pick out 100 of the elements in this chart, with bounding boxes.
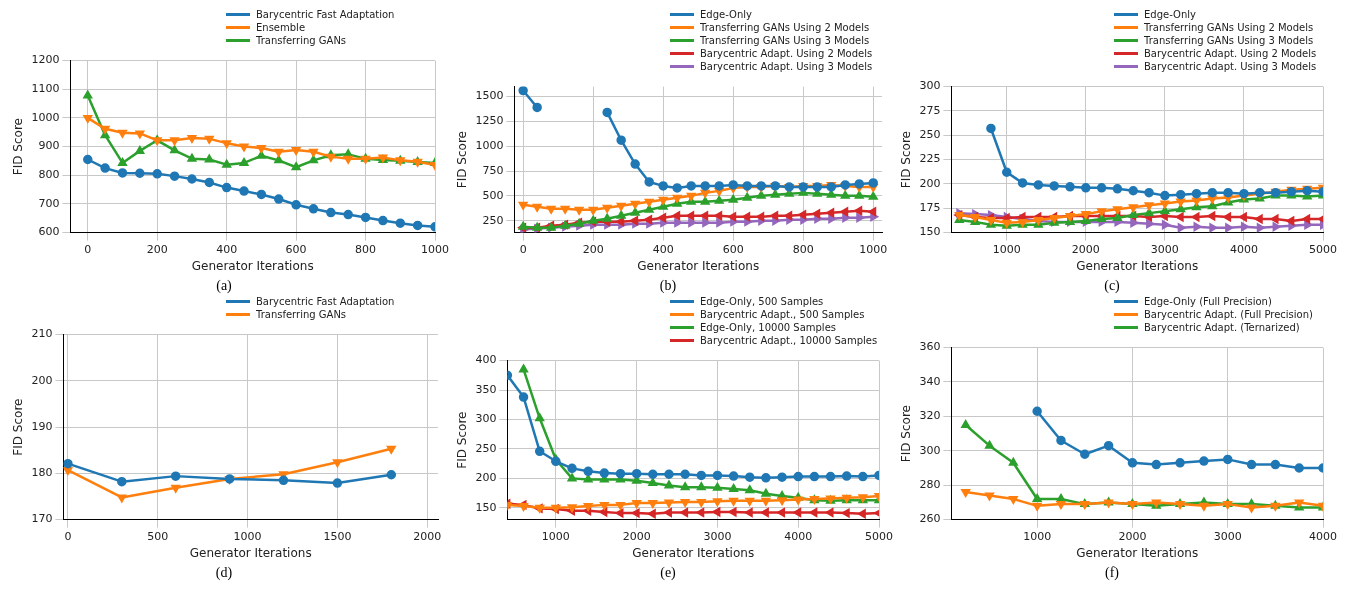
text: (d) — [215, 565, 233, 582]
x-axis-title: Generator Iterations — [1076, 546, 1199, 561]
legend-label: Barycentric Fast Adaptation — [256, 9, 395, 20]
y-tick-label: 150 — [919, 225, 941, 239]
legend-label: Edge-Only — [700, 9, 752, 20]
y-tick-label: 180 — [31, 466, 53, 480]
x-tick-label: 2000 — [1071, 243, 1100, 257]
x-tick-label: 600 — [285, 243, 307, 257]
y-tick-label: 340 — [919, 374, 941, 388]
y-tick-label: 150 — [475, 500, 497, 514]
legend-label: Transferring GANs — [256, 309, 347, 320]
y-tick-label: 175 — [919, 201, 941, 215]
legend-label: Barycentric Adapt. (Ternarized) — [1144, 322, 1300, 333]
y-axis-title: FID Score — [899, 131, 914, 189]
y-tick-label: 1250 — [475, 114, 504, 128]
x-tick-label: 400 — [216, 243, 238, 257]
y-tick-label: 1100 — [31, 82, 60, 96]
y-tick-label: 300 — [919, 79, 941, 93]
y-axis-title: FID Score — [455, 411, 470, 469]
x-axis-title: Generator Iterations — [632, 546, 755, 561]
y-tick-label: 250 — [919, 128, 941, 142]
legend-label: Transferring GANs Using 2 Models — [1144, 22, 1314, 33]
x-axis-title: Generator Iterations — [637, 259, 760, 274]
legend-label: Transferring GANs — [256, 35, 347, 46]
x-tick-label: 1000 — [1023, 530, 1052, 544]
legend-label: Barycentric Adapt. Using 2 Models — [700, 48, 873, 59]
y-tick-label: 280 — [919, 478, 941, 492]
x-tick-label: 4000 — [1309, 530, 1337, 544]
x-tick-label: 1500 — [323, 530, 352, 544]
x-tick-label: 800 — [792, 243, 814, 257]
y-tick-label: 750 — [482, 163, 504, 177]
legend-label: Transferring GANs Using 2 Models — [700, 22, 870, 33]
x-tick-label: 500 — [147, 530, 169, 544]
y-tick-label: 200 — [475, 471, 497, 485]
legend-label: Edge-Only, 10000 Samples — [700, 322, 837, 333]
y-axis-title: FID Score — [11, 398, 26, 456]
y-tick-label: 400 — [475, 353, 497, 367]
x-tick-label: 1000 — [992, 243, 1021, 257]
y-tick-label: 350 — [475, 382, 497, 396]
text: (a) — [216, 278, 233, 295]
y-tick-label: 225 — [919, 152, 941, 166]
legend-label: Barycentric Adapt., 10000 Samples — [700, 335, 878, 346]
x-tick-label: 3000 — [1213, 530, 1242, 544]
y-axis-title: FID Score — [11, 118, 26, 176]
y-tick-label: 300 — [919, 443, 941, 457]
y-tick-label: 700 — [38, 196, 60, 210]
legend-label: Transferring GANs Using 3 Models — [700, 35, 870, 46]
x-axis-title: Generator Iterations — [189, 546, 312, 561]
y-tick-label: 275 — [919, 103, 941, 117]
x-tick-label: 0 — [84, 243, 92, 257]
x-tick-label: 2000 — [622, 530, 651, 544]
y-tick-label: 1000 — [475, 139, 504, 153]
x-tick-label: 2000 — [1118, 530, 1147, 544]
text: (e) — [660, 565, 677, 582]
x-tick-label: 1000 — [233, 530, 262, 544]
y-tick-label: 1000 — [31, 110, 60, 124]
y-tick-label: 260 — [919, 512, 941, 526]
legend-label: Barycentric Adapt., 500 Samples — [700, 309, 865, 320]
legend-label: Edge-Only, 500 Samples — [700, 296, 824, 307]
x-tick-label: 600 — [722, 243, 744, 257]
x-tick-label: 400 — [652, 243, 674, 257]
y-tick-label: 200 — [31, 373, 53, 387]
legend-label: Ensemble — [256, 22, 306, 33]
y-axis-title: FID Score — [899, 405, 914, 463]
text: (f) — [1105, 565, 1120, 582]
legend-label: Edge-Only (Full Precision) — [1144, 296, 1272, 307]
x-tick-label: 800 — [355, 243, 377, 257]
x-tick-label: 4000 — [1229, 243, 1258, 257]
y-tick-label: 320 — [919, 409, 941, 423]
legend-label: Edge-Only — [1144, 9, 1196, 20]
x-tick-label: 4000 — [784, 530, 813, 544]
x-axis-title: Generator Iterations — [191, 259, 314, 274]
text: (b) — [659, 278, 677, 295]
legend-label: Transferring GANs Using 3 Models — [1144, 35, 1314, 46]
x-tick-label: 1000 — [421, 243, 449, 257]
y-tick-label: 210 — [31, 327, 53, 341]
legend-label: Barycentric Adapt. Using 3 Models — [1144, 61, 1317, 72]
legend-label: Barycentric Fast Adaptation — [256, 296, 395, 307]
x-axis-title: Generator Iterations — [1076, 259, 1199, 274]
x-tick-label: 3000 — [1150, 243, 1179, 257]
x-tick-label: 0 — [64, 530, 72, 544]
y-tick-label: 190 — [31, 419, 53, 433]
legend-label: Barycentric Adapt. (Full Precision) — [1144, 309, 1313, 320]
y-tick-label: 170 — [31, 512, 53, 526]
y-tick-label: 250 — [475, 441, 497, 455]
x-tick-label: 2000 — [413, 530, 442, 544]
y-tick-label: 900 — [38, 139, 60, 153]
y-tick-label: 250 — [482, 213, 504, 227]
y-axis-title: FID Score — [455, 131, 470, 189]
x-tick-label: 200 — [582, 243, 604, 257]
y-tick-label: 800 — [38, 168, 60, 182]
text: (c) — [1104, 278, 1121, 295]
x-tick-label: 1000 — [859, 243, 888, 257]
y-tick-label: 300 — [475, 412, 497, 426]
x-tick-label: 5000 — [1309, 243, 1337, 257]
x-tick-label: 0 — [519, 243, 527, 257]
y-tick-label: 1200 — [31, 53, 60, 67]
y-tick-label: 200 — [919, 176, 941, 190]
y-tick-label: 360 — [919, 340, 941, 354]
x-tick-label: 1000 — [541, 530, 570, 544]
